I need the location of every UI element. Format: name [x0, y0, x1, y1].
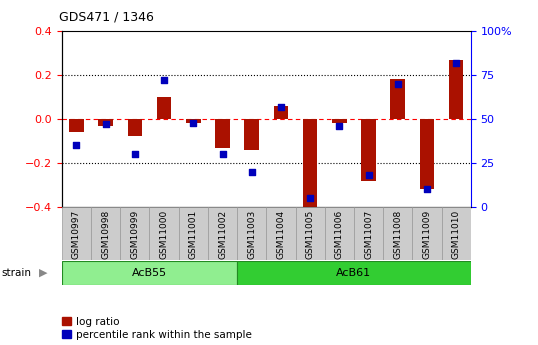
Bar	[295, 207, 325, 260]
Text: GDS471 / 1346: GDS471 / 1346	[59, 10, 154, 23]
Bar	[237, 207, 266, 260]
Bar	[128, 119, 142, 136]
Bar	[420, 119, 434, 189]
Bar	[208, 207, 237, 260]
Bar	[62, 261, 237, 285]
Bar	[325, 207, 354, 260]
Bar	[157, 97, 172, 119]
Text: GSM11000: GSM11000	[160, 210, 168, 259]
Bar	[62, 207, 91, 260]
Point	[101, 121, 110, 127]
Bar	[332, 119, 346, 124]
Point	[452, 60, 461, 66]
Point	[393, 81, 402, 87]
Point	[423, 187, 431, 192]
Point	[160, 78, 168, 83]
Bar	[266, 207, 295, 260]
Bar	[391, 79, 405, 119]
Text: ▶: ▶	[39, 268, 47, 278]
Text: strain: strain	[1, 268, 31, 278]
Text: GSM10999: GSM10999	[130, 210, 139, 259]
Bar	[237, 261, 471, 285]
Text: GSM10998: GSM10998	[101, 210, 110, 259]
Point	[189, 120, 197, 125]
Bar	[69, 119, 84, 132]
Text: GSM11007: GSM11007	[364, 210, 373, 259]
Bar	[150, 207, 179, 260]
Text: AcB55: AcB55	[132, 268, 167, 278]
Text: GSM10997: GSM10997	[72, 210, 81, 259]
Text: GSM11002: GSM11002	[218, 210, 227, 259]
Point	[306, 195, 314, 201]
Bar	[215, 119, 230, 148]
Text: GSM11004: GSM11004	[277, 210, 286, 259]
Bar	[121, 207, 150, 260]
Point	[277, 104, 285, 109]
Bar	[244, 119, 259, 150]
Text: GSM11008: GSM11008	[393, 210, 402, 259]
Text: GSM11006: GSM11006	[335, 210, 344, 259]
Bar	[354, 207, 383, 260]
Point	[247, 169, 256, 175]
Text: GSM11010: GSM11010	[451, 210, 461, 259]
Bar	[274, 106, 288, 119]
Bar	[383, 207, 412, 260]
Legend: log ratio, percentile rank within the sample: log ratio, percentile rank within the sa…	[62, 317, 252, 340]
Text: GSM11001: GSM11001	[189, 210, 198, 259]
Text: AcB61: AcB61	[336, 268, 372, 278]
Bar	[91, 207, 121, 260]
Bar	[442, 207, 471, 260]
Point	[218, 151, 227, 157]
Text: GSM11005: GSM11005	[306, 210, 315, 259]
Bar	[186, 119, 201, 124]
Point	[335, 123, 344, 129]
Text: GSM11009: GSM11009	[422, 210, 431, 259]
Point	[72, 143, 81, 148]
Bar	[98, 119, 113, 126]
Text: GSM11003: GSM11003	[247, 210, 256, 259]
Bar	[361, 119, 376, 181]
Bar	[303, 119, 317, 209]
Point	[131, 151, 139, 157]
Point	[364, 172, 373, 178]
Bar	[449, 60, 463, 119]
Bar	[179, 207, 208, 260]
Bar	[412, 207, 442, 260]
